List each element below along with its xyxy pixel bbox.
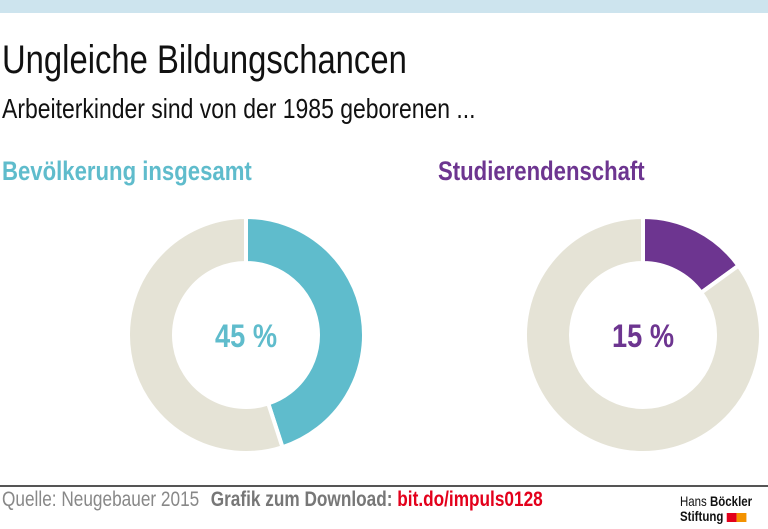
subtitle-text: Arbeiterkinder sind von der 1985 geboren… bbox=[2, 93, 476, 124]
logo-text: Hans bbox=[680, 493, 707, 509]
donut-slice-rest bbox=[126, 214, 285, 455]
source-text: Quelle: Neugebauer 2015 bbox=[2, 488, 200, 511]
title-text: Ungleiche Bildungschancen bbox=[2, 38, 407, 82]
download-label: Grafik zum Download: bbox=[210, 488, 393, 511]
chart-title-population: Bevölkerung insgesamt bbox=[2, 156, 307, 187]
logo-red-square-icon bbox=[726, 512, 737, 522]
chart-title-text: Studierendenschaft bbox=[438, 156, 645, 186]
logo-orange-square-icon bbox=[736, 512, 747, 522]
donut-slice-highlight bbox=[244, 214, 366, 450]
page-subtitle: Arbeiterkinder sind von der 1985 geboren… bbox=[2, 93, 580, 125]
download-link[interactable]: bit.do/impuls0128 bbox=[397, 488, 543, 511]
top-bar bbox=[0, 0, 768, 13]
chart-title-students: Studierendenschaft bbox=[438, 156, 690, 187]
donut-charts: 45 % 15 % bbox=[126, 214, 763, 455]
page-title: Ungleiche Bildungschancen bbox=[2, 38, 496, 83]
footer-divider bbox=[0, 485, 768, 487]
hans-boeckler-logo: Hans Böckler Stiftung bbox=[680, 494, 768, 524]
donut-center-label: 15 % bbox=[612, 318, 674, 354]
donut-slice-rest bbox=[523, 214, 763, 455]
chart-title-text: Bevölkerung insgesamt bbox=[2, 156, 252, 186]
donut-center-label: 45 % bbox=[215, 318, 277, 354]
logo-text: Stiftung bbox=[680, 508, 724, 524]
logo-text: Böckler bbox=[709, 493, 753, 509]
footer: Quelle: Neugebauer 2015 Grafik zum Downlo… bbox=[2, 488, 661, 512]
